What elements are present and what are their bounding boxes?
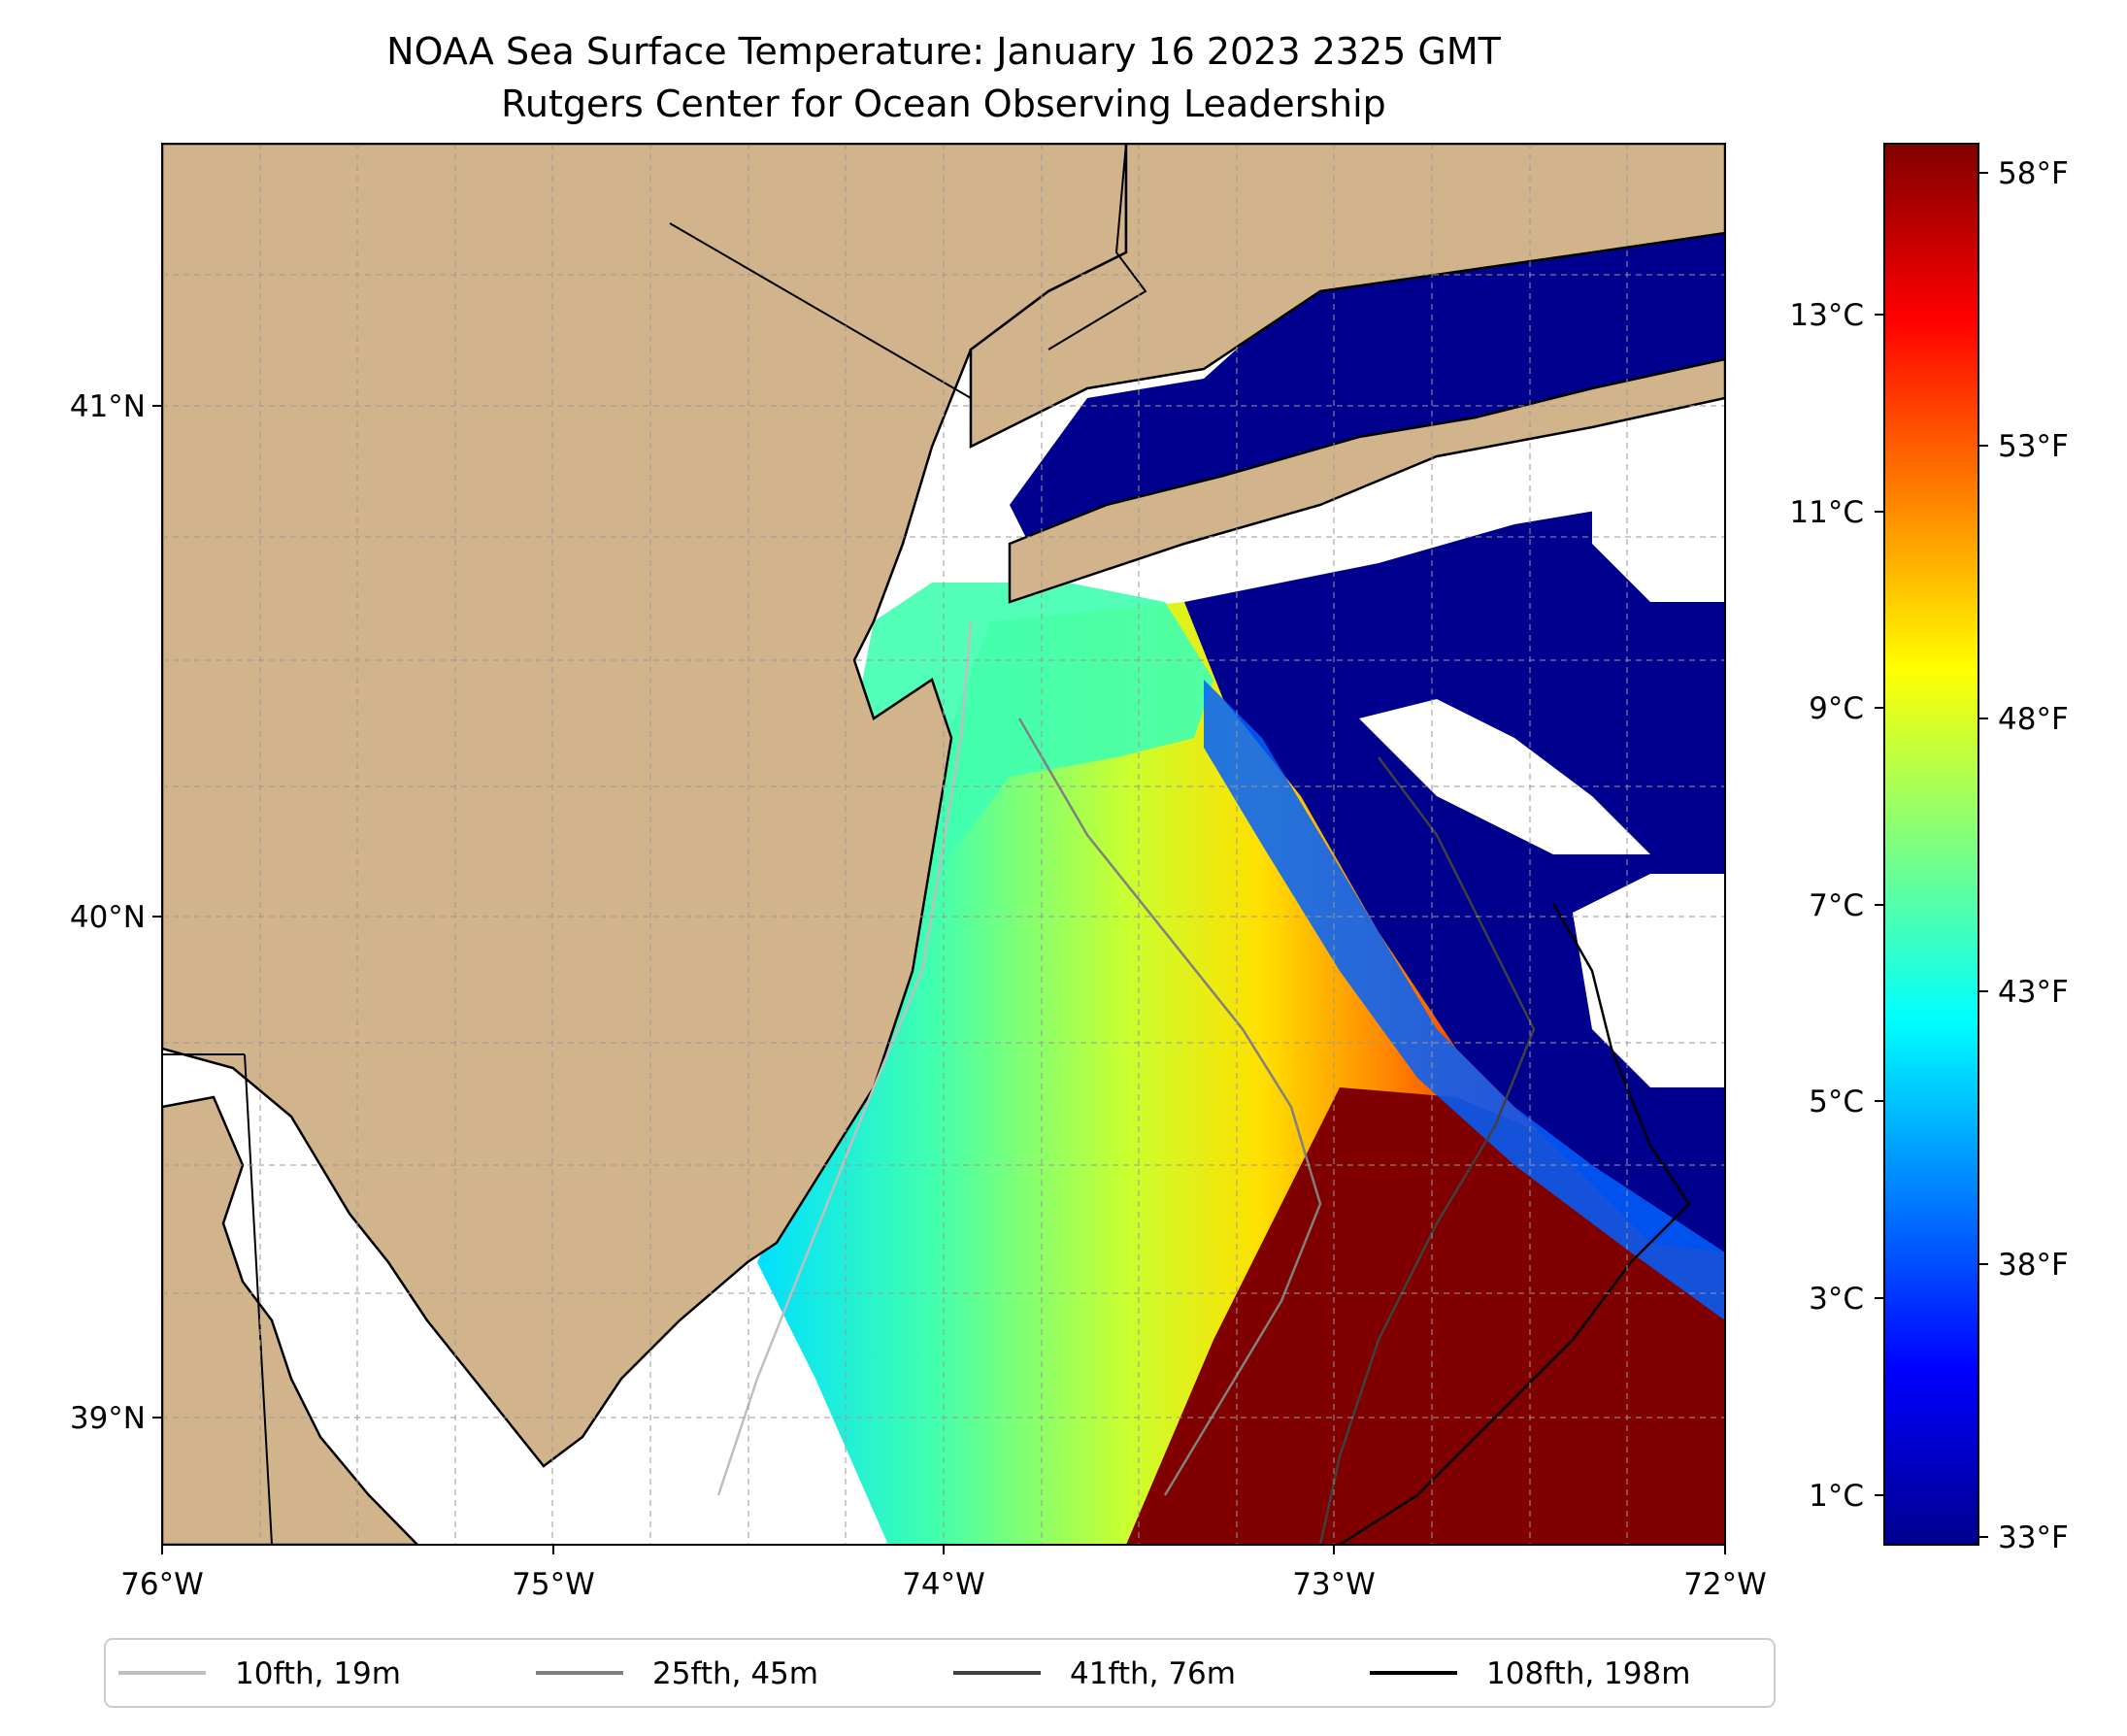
lon-tick-76: 76°W: [120, 1567, 204, 1602]
lon-tick-72: 72°W: [1683, 1567, 1767, 1602]
legend-label-41fth: 41fth, 76m: [1070, 1656, 1236, 1691]
legend-box: [104, 1638, 1776, 1708]
fahrenheit-tick-43: 43°F: [1998, 975, 2069, 1010]
contour-25fth: [1017, 718, 1322, 1496]
cloud-gap-3: [1573, 874, 1725, 1087]
cloud-gap-2: [1592, 456, 1725, 602]
fahrenheit-tick-53: 53°F: [1998, 429, 2069, 464]
map-title-line1: NOAA Sea Surface Temperature: January 16…: [386, 30, 1501, 73]
legend-label-108fth: 108fth, 198m: [1486, 1656, 1690, 1691]
state-border-ny-nj: [669, 222, 972, 399]
celsius-tick-1: 1°C: [1809, 1479, 1864, 1514]
lon-tick-75: 75°W: [512, 1567, 595, 1602]
state-border-de-md: [244, 1053, 273, 1545]
lon-axis: 76°W 75°W 74°W 73°W 72°W: [120, 1545, 1767, 1602]
fahrenheit-tick-38: 38°F: [1998, 1248, 2069, 1283]
lon-tick-74: 74°W: [902, 1567, 985, 1602]
lat-tick-39: 39°N: [70, 1401, 146, 1436]
land-new-jersey: [162, 144, 1128, 1468]
celsius-tick-7: 7°C: [1809, 888, 1864, 923]
fahrenheit-tick-48: 48°F: [1998, 702, 2069, 737]
lon-tick-73: 73°W: [1292, 1567, 1376, 1602]
state-border-ny-ct: [1047, 144, 1147, 351]
legend-label-25fth: 25fth, 45m: [652, 1656, 818, 1691]
fahrenheit-tick-58: 58°F: [1998, 156, 2069, 191]
map-panel: [162, 144, 1725, 1545]
sst-cold-sound: [1010, 233, 1725, 544]
lat-tick-40: 40°N: [70, 900, 146, 935]
lat-tick-41: 41°N: [70, 389, 146, 424]
map-grid: [162, 144, 1725, 1545]
colorbar-fahrenheit-axis: 58°F 53°F 48°F 43°F 38°F 33°F: [1978, 156, 2069, 1555]
land-connecticut: [969, 144, 1725, 450]
contour-108fth: [1339, 902, 1691, 1545]
contour-10fth: [716, 620, 973, 1496]
land-long-island: [1008, 357, 1725, 604]
land-delmarva: [162, 1095, 419, 1545]
celsius-tick-13: 13°C: [1789, 298, 1864, 333]
sst-front-blue: [1204, 680, 1725, 1320]
celsius-tick-5: 5°C: [1809, 1085, 1864, 1119]
colorbar: [1883, 143, 1979, 1546]
fahrenheit-tick-33: 33°F: [1998, 1520, 2069, 1555]
colorbar-celsius-axis: 13°C 11°C 9°C 7°C 5°C 3°C 1°C: [1789, 298, 1884, 1514]
celsius-tick-3: 3°C: [1809, 1282, 1864, 1317]
map-title-line2: Rutgers Center for Ocean Observing Leade…: [501, 83, 1386, 125]
celsius-tick-11: 11°C: [1789, 495, 1864, 530]
legend: 10fth, 19m 25fth, 45m 41fth, 76m 108fth,…: [104, 1638, 1776, 1708]
cloud-gap-1: [1359, 699, 1650, 854]
celsius-tick-9: 9°C: [1809, 691, 1864, 726]
legend-label-10fth: 10fth, 19m: [235, 1656, 401, 1691]
lat-axis: 41°N 40°N 39°N: [70, 389, 162, 1436]
